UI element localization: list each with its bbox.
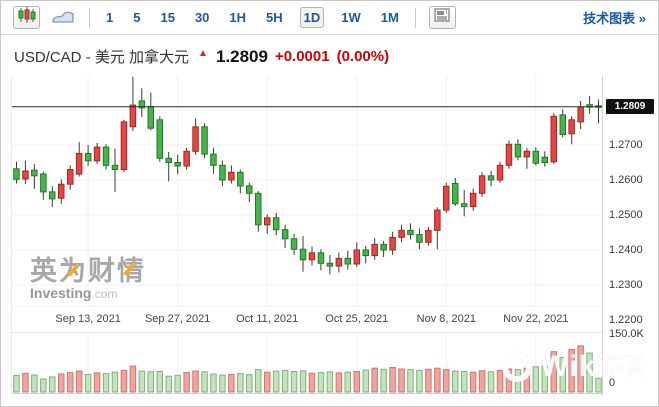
volume-axis-max: 150.0K <box>609 328 644 340</box>
y-axis-label: 1.2500 <box>609 209 643 221</box>
x-axis-label: Sep 27, 2021 <box>144 313 211 325</box>
y-axis-label: 1.2400 <box>609 244 643 256</box>
pair-symbol: USD/CAD <box>14 49 82 66</box>
timeframe-1h[interactable]: 1H <box>229 10 247 25</box>
x-axis-label: Oct 11, 2021 <box>236 313 299 325</box>
timeframe-5h[interactable]: 5H <box>266 10 283 25</box>
price-change: +0.0001 <box>274 48 330 65</box>
timeframe-1[interactable]: 1 <box>106 10 114 25</box>
last-price: 1.2809 <box>215 46 268 66</box>
timeframe-1w[interactable]: 1W <box>341 10 361 25</box>
toolbar-separator <box>414 7 416 28</box>
timeframe-5[interactable]: 5 <box>133 10 141 25</box>
news-icon <box>434 8 451 27</box>
line-chart-button[interactable] <box>49 6 76 29</box>
chart-region: Sep 13, 2021 Sep 27, 2021 Oct 11, 2021 Oct … <box>1 76 658 406</box>
y-axis-label: 1.2600 <box>609 174 643 186</box>
x-axis-label: Nov 8, 2021 <box>416 313 476 325</box>
instrument-header: USD/CAD - 美元 加拿大元 ▲ 1.2809 +0.0001 (0.00… <box>1 35 658 76</box>
candlestick-chart-icon <box>18 7 36 28</box>
chart-toolbar: 1 5 15 30 1H 5H 1D 1W 1M 技术图表 » <box>1 1 658 35</box>
pair-name-cn: 美元 加拿大元 <box>94 49 190 66</box>
timeframe-group: 1 5 15 30 1H 5H 1D 1W 1M <box>103 7 402 28</box>
plot-column: Sep 13, 2021 Sep 27, 2021 Oct 11, 2021 Oct … <box>11 76 603 394</box>
x-axis-label: Nov 22, 2021 <box>503 313 569 325</box>
volume-axis-min: 0 <box>609 377 616 389</box>
price-change-percent: (0.00%) <box>336 48 390 65</box>
timeframe-30[interactable]: 30 <box>194 10 210 25</box>
pair-separator: - <box>85 49 91 66</box>
timeframe-15[interactable]: 15 <box>160 10 175 25</box>
y-axis: 1.2809 150.0K 0 1.2700 1.2600 1.2500 1.2400… <box>602 76 658 395</box>
line-chart-icon <box>51 7 74 28</box>
y-axis-label: 1.2200 <box>609 314 643 326</box>
news-panel-button[interactable] <box>428 6 456 29</box>
price-pane[interactable] <box>12 76 603 306</box>
toolbar-separator <box>89 7 90 28</box>
y-axis-label: 1.2300 <box>609 279 643 291</box>
price-up-arrow-icon: ▲ <box>198 48 208 59</box>
current-price-tag: 1.2809 <box>606 99 654 115</box>
timeframe-1d[interactable]: 1D <box>299 7 325 28</box>
pair-title: USD/CAD - 美元 加拿大元 <box>14 46 189 67</box>
x-axis: Sep 13, 2021 Sep 27, 2021 Oct 11, 2021 Oct … <box>12 306 603 332</box>
y-axis-label: 1.2700 <box>609 139 643 151</box>
candlestick-chart-button[interactable] <box>13 6 40 29</box>
x-axis-label: Sep 13, 2021 <box>55 313 121 325</box>
technical-chart-link[interactable]: 技术图表 » <box>583 11 646 26</box>
volume-pane[interactable] <box>12 332 603 394</box>
x-axis-label: Oct 25, 2021 <box>325 313 389 325</box>
timeframe-1m[interactable]: 1M <box>380 10 399 25</box>
